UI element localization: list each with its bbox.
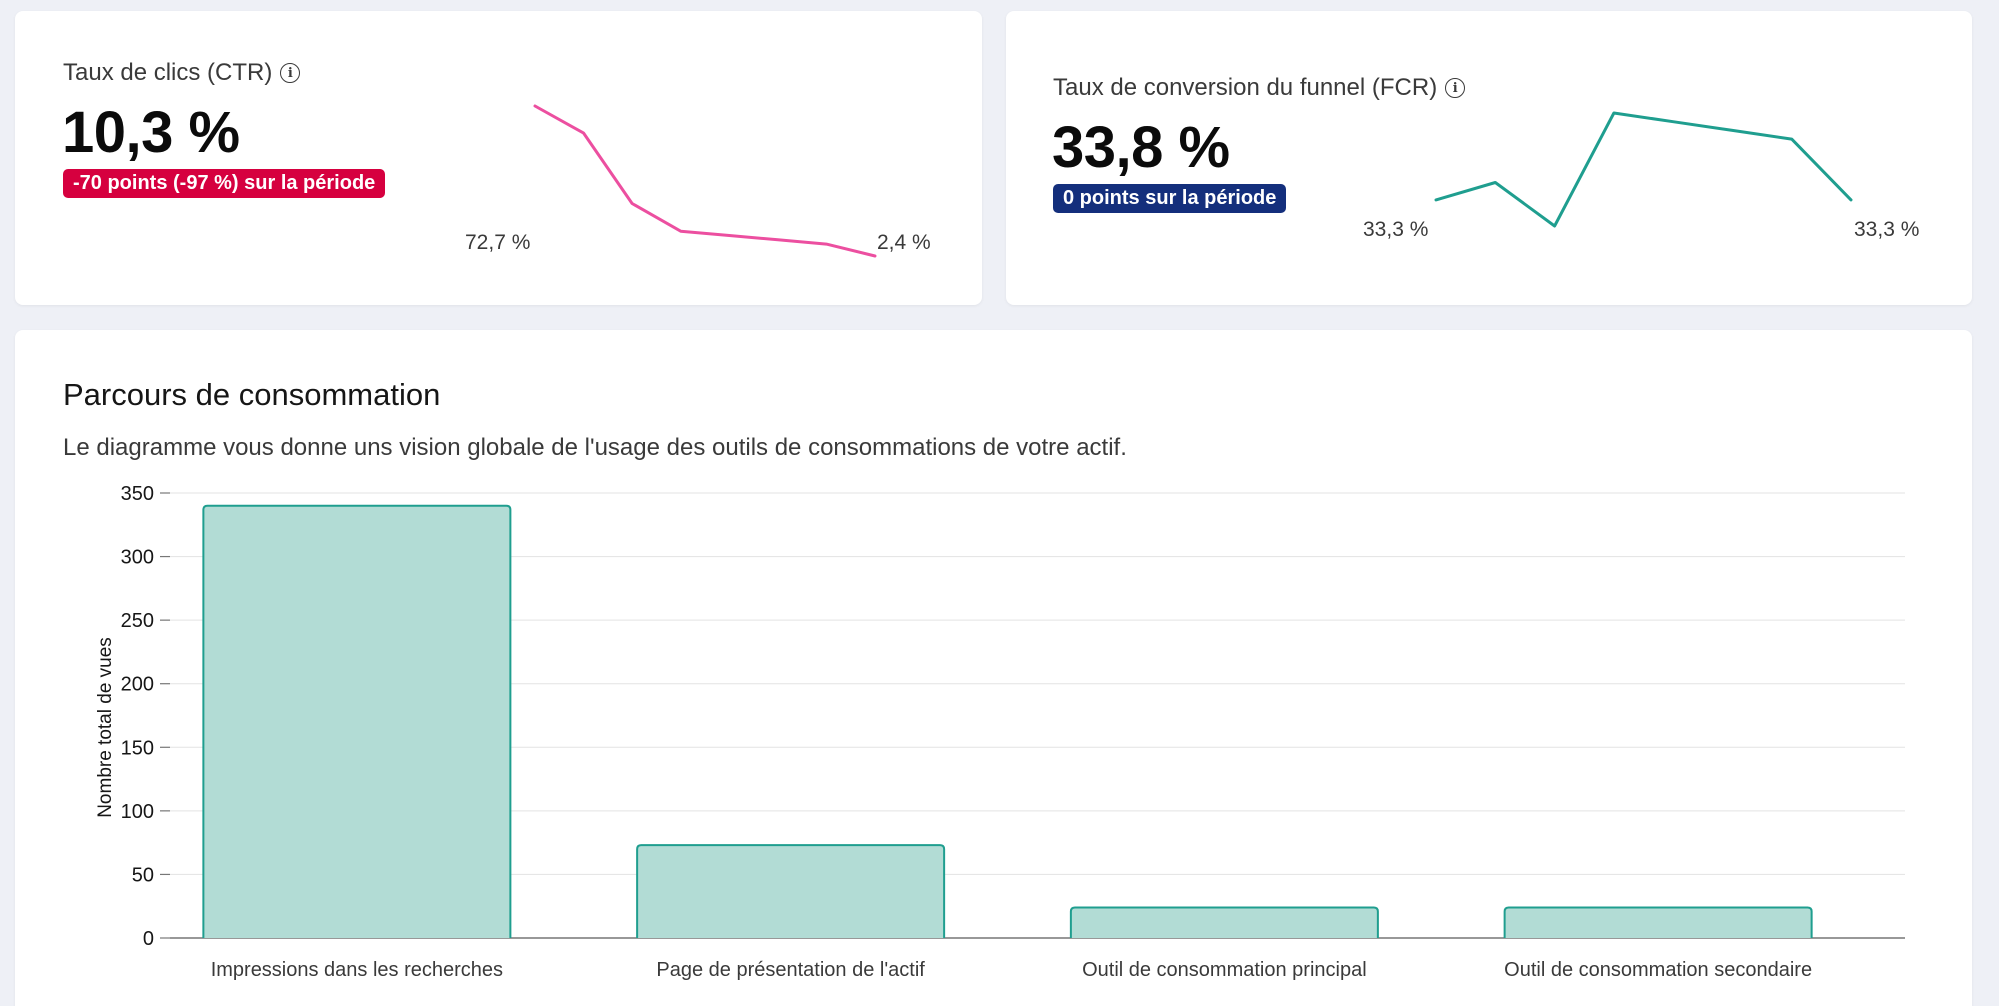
kpi-value: 33,8 % xyxy=(1052,115,1230,180)
bar[interactable] xyxy=(1069,906,1379,938)
bar[interactable] xyxy=(636,844,946,938)
y-tick-label: 350 xyxy=(121,483,154,505)
bar[interactable] xyxy=(1503,906,1813,938)
kpi-card-fcr: Taux de conversion du funnel (FCR) i 33,… xyxy=(1006,11,1972,305)
sparkline-series xyxy=(533,104,877,258)
sparkline-series xyxy=(1434,111,1853,228)
y-tick-label: 250 xyxy=(121,610,154,632)
sparkline-end-label: 2,4 % xyxy=(877,231,931,254)
section-description: Le diagramme vous donne uns vision globa… xyxy=(63,434,1127,461)
y-tick-label: 200 xyxy=(121,674,154,696)
trend-badge: 0 points sur la période xyxy=(1053,184,1287,213)
kpi-title: Taux de clics (CTR) i xyxy=(63,59,301,87)
journey-bar-chart: 0 50 100 150 200 250 300 350 Nombre total de vue… xyxy=(95,483,1905,981)
kpi-title: Taux de conversion du funnel (FCR) i xyxy=(1053,74,1466,102)
section-title: Parcours de consommation xyxy=(63,377,441,412)
y-tick-label: 50 xyxy=(132,864,154,886)
sparkline-end-label: 33,3 % xyxy=(1854,218,1920,241)
ctr-sparkline xyxy=(533,104,877,258)
y-tick-label: 150 xyxy=(121,737,154,759)
info-icon[interactable]: i xyxy=(280,63,301,83)
fcr-sparkline xyxy=(1434,111,1853,228)
y-tick-label: 0 xyxy=(143,928,154,950)
kpi-card-ctr: Taux de clics (CTR) i 10,3 % -70 points … xyxy=(15,11,982,305)
x-tick-label: Impressions dans les recherches xyxy=(211,959,503,981)
x-tick-label: Outil de consommation principal xyxy=(1082,959,1367,981)
bar[interactable] xyxy=(202,504,512,938)
y-tick-label: 300 xyxy=(121,547,154,569)
y-tick-label: 100 xyxy=(121,801,154,823)
kpi-title-text: Taux de clics (CTR) xyxy=(63,59,273,86)
sparkline-start-label: 33,3 % xyxy=(1363,218,1429,241)
kpi-value: 10,3 % xyxy=(62,100,240,165)
x-tick-label: Outil de consommation secondaire xyxy=(1504,959,1812,981)
sparkline-start-label: 72,7 % xyxy=(465,231,531,254)
x-tick-label: Page de présentation de l'actif xyxy=(656,959,925,981)
kpi-title-text: Taux de conversion du funnel (FCR) xyxy=(1053,74,1438,101)
trend-badge: -70 points (-97 %) sur la période xyxy=(63,169,386,198)
y-axis-label: Nombre total de vues xyxy=(95,637,116,818)
journey-card: Parcours de consommation Le diagramme vo… xyxy=(15,330,1972,1006)
info-icon[interactable]: i xyxy=(1445,78,1466,98)
